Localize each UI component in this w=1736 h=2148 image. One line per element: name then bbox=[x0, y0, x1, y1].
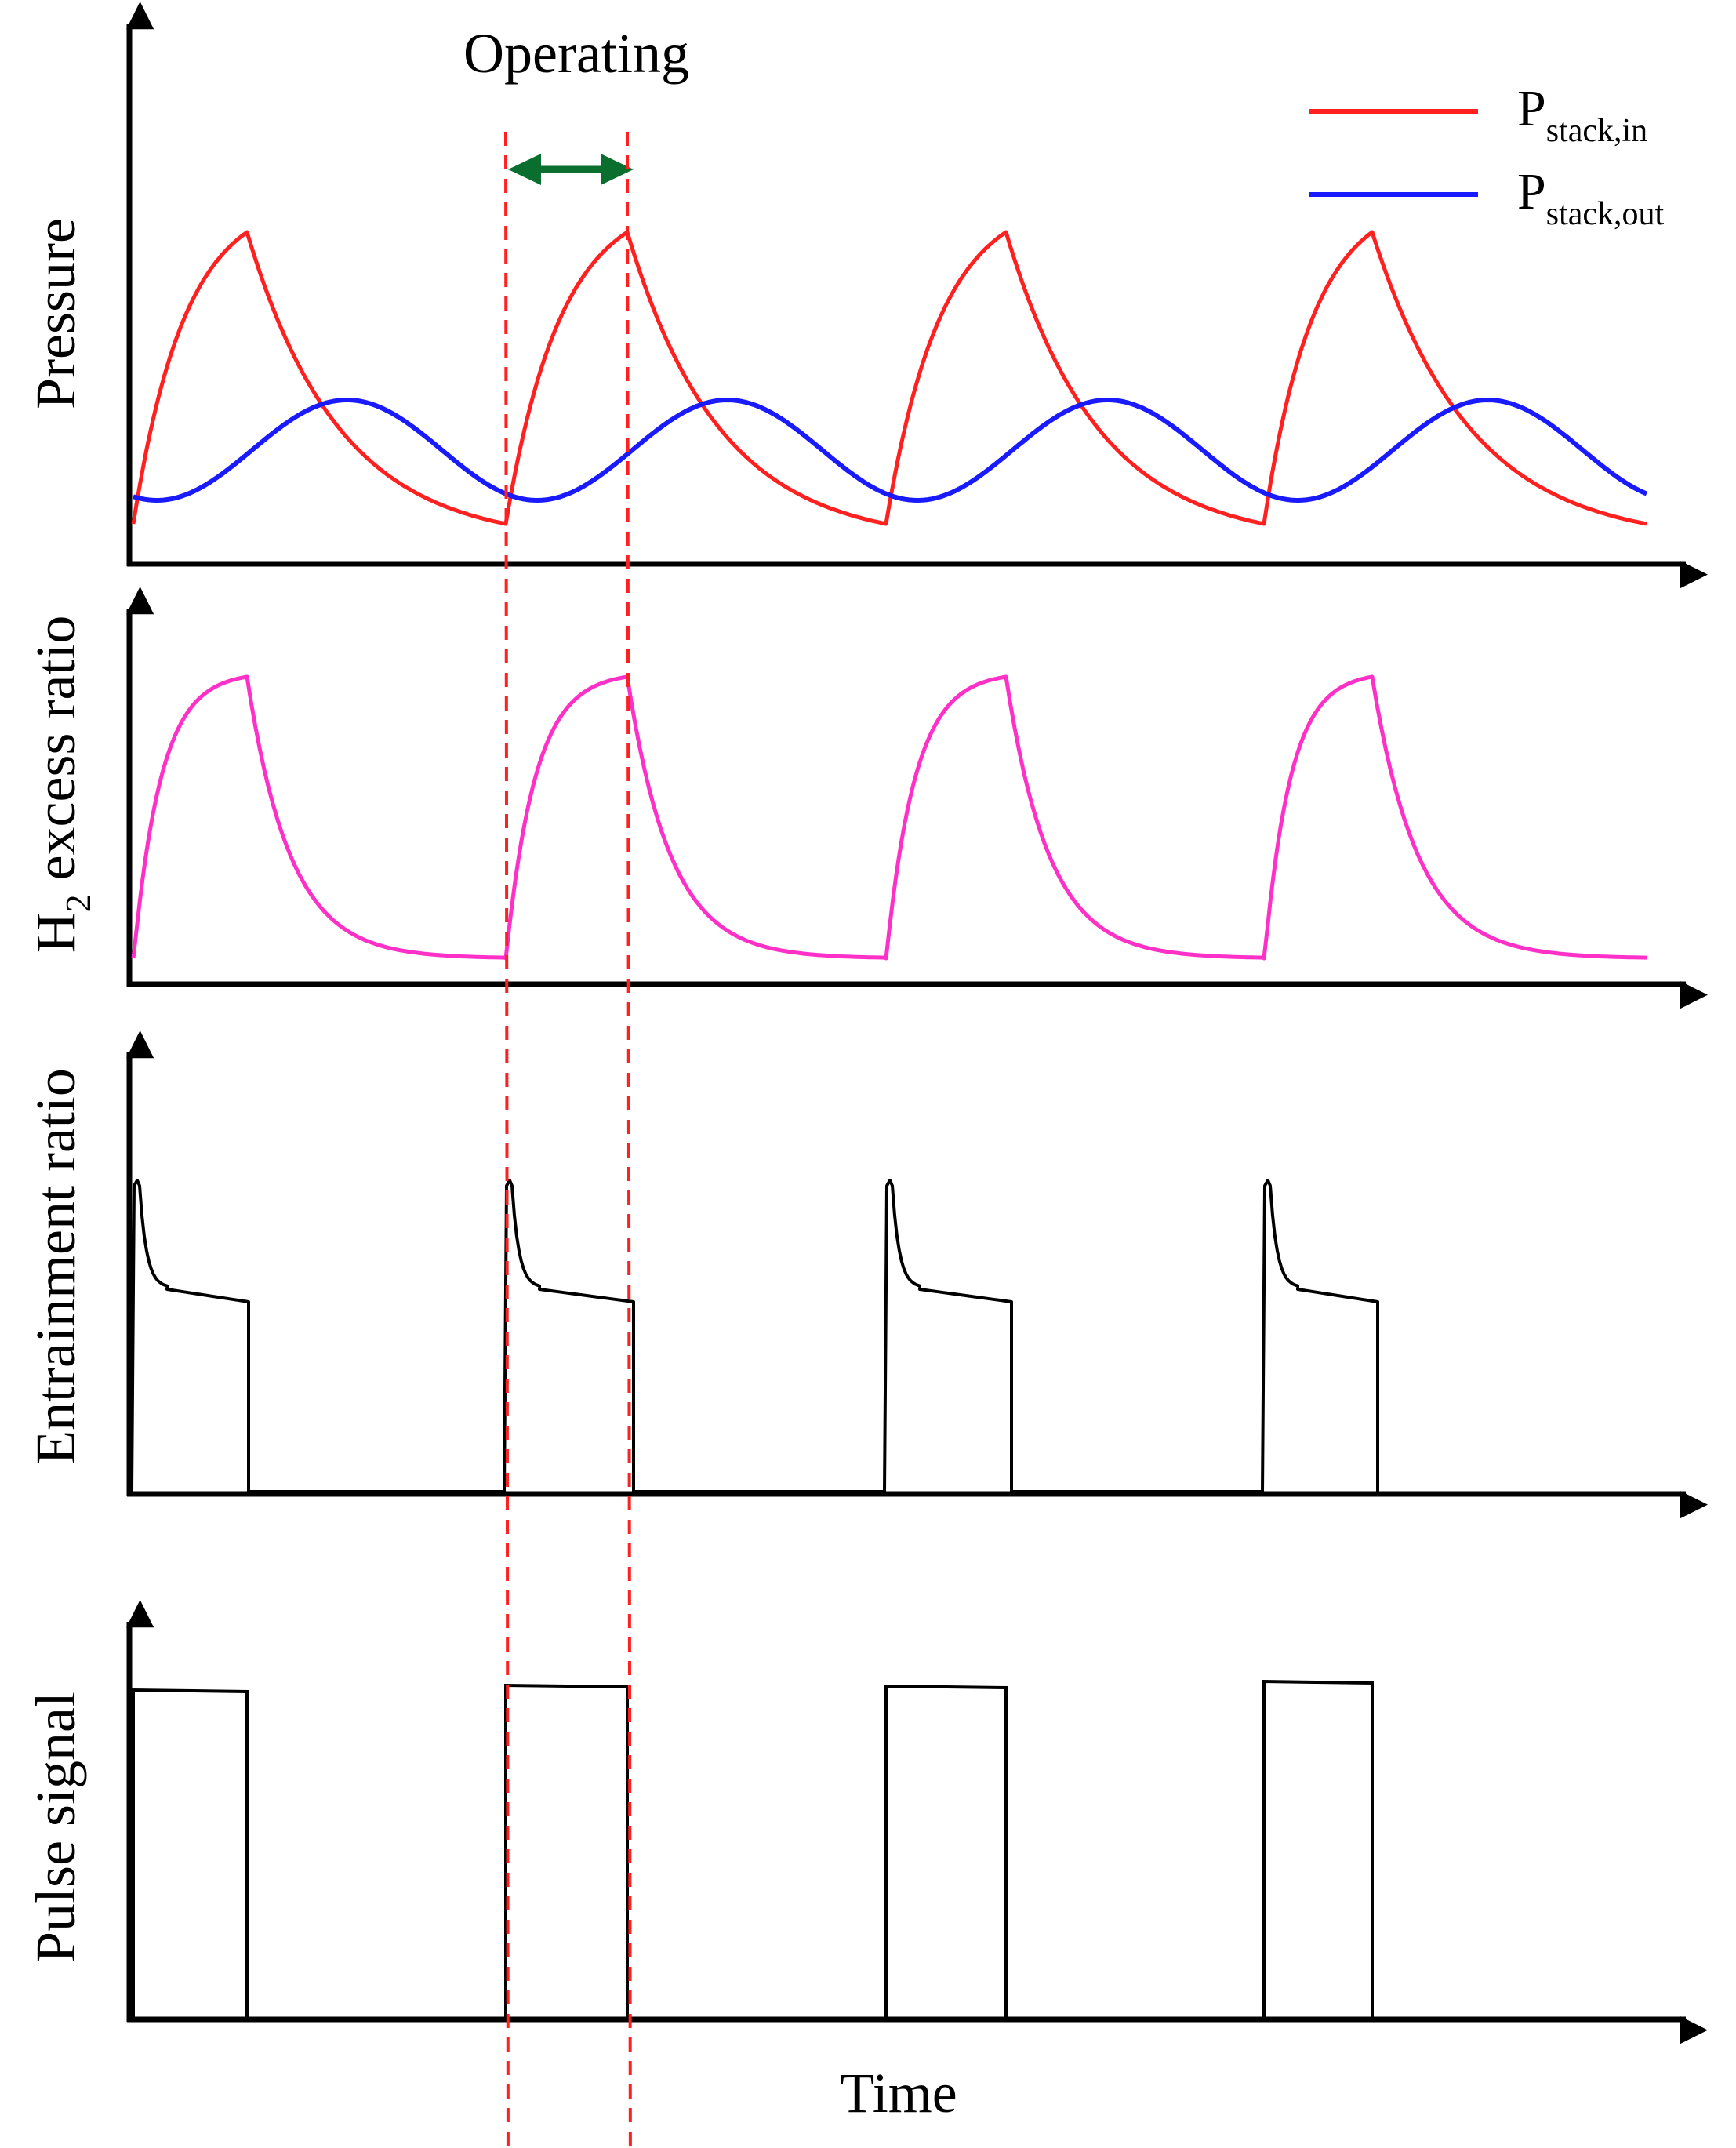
legend: Pstack,in Pstack,out bbox=[1309, 80, 1665, 232]
legend-sub-p-out: stack,out bbox=[1546, 196, 1665, 232]
h2-label-sub: 2 bbox=[58, 894, 98, 912]
entrainment-ratio-curve bbox=[130, 1179, 1379, 1493]
legend-base-p-out: P bbox=[1517, 163, 1546, 220]
p-stack-out-curve bbox=[133, 398, 1648, 503]
p-stack-in-curve bbox=[131, 230, 1647, 526]
entrainment-ratio-axis-label: Entrainment ratio bbox=[24, 1068, 87, 1465]
pulse-signal-axis-label: Pulse signal bbox=[24, 1692, 87, 1963]
operating-title: Operating bbox=[463, 22, 689, 85]
operating-interval-arrow bbox=[508, 154, 634, 185]
h2-label-base: H bbox=[24, 912, 87, 953]
axes bbox=[126, 1, 1709, 2044]
legend-sub-p-in: stack,in bbox=[1546, 113, 1647, 149]
operating-start-marker bbox=[504, 131, 510, 2148]
time-axis-label: Time bbox=[840, 2062, 957, 2124]
pulse-signal-curve bbox=[132, 1679, 1374, 2020]
operating-end-marker bbox=[626, 131, 632, 2148]
h2-label-rest: excess ratio bbox=[24, 616, 87, 895]
legend-base-p-in: P bbox=[1517, 80, 1546, 137]
legend-label-p-out: Pstack,out bbox=[1517, 163, 1665, 232]
legend-label-p-in: Pstack,in bbox=[1517, 80, 1647, 149]
h2-excess-ratio-axis-label: H2 excess ratio bbox=[24, 616, 98, 954]
pressure-axis-label: Pressure bbox=[24, 218, 87, 409]
h2-excess-ratio-curve bbox=[131, 674, 1647, 961]
